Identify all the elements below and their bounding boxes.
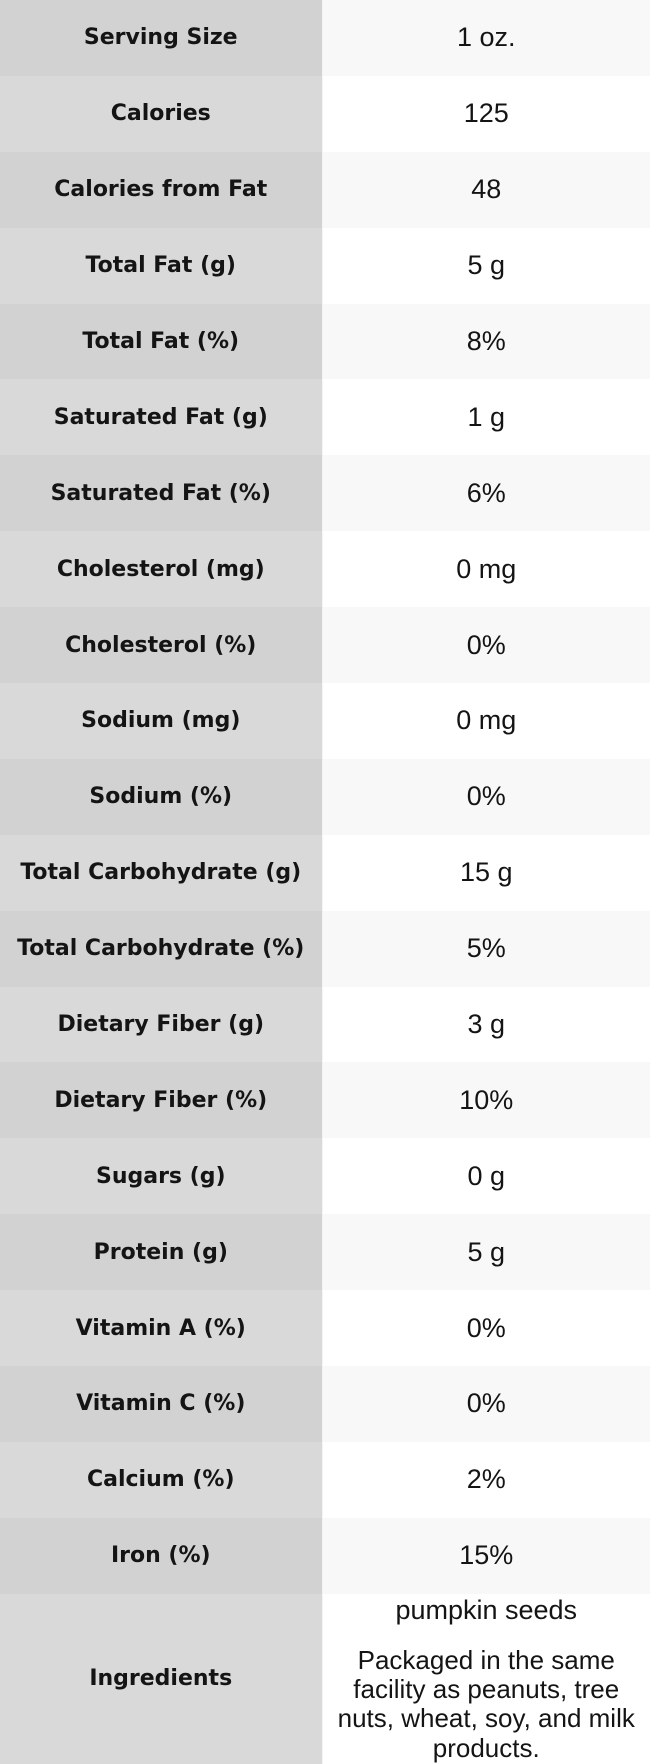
row-cholesterol-mg: Cholesterol (mg) 0 mg: [0, 531, 650, 608]
row-saturated-fat-pct: Saturated Fat (%) 6%: [0, 455, 650, 532]
nutrient-label: Calories: [0, 75, 323, 152]
nutrient-value: 5%: [322, 910, 650, 987]
row-sodium-mg: Sodium (mg) 0 mg: [0, 683, 650, 759]
row-vitamin-c-pct: Vitamin C (%) 0%: [0, 1366, 650, 1442]
row-dietary-fiber-pct: Dietary Fiber (%) 10%: [0, 1062, 650, 1139]
ingredients-value: pumpkin seeds Packaged in the same facil…: [322, 1593, 650, 1764]
row-calories: Calories 125: [0, 75, 650, 152]
nutrient-label: Ingredients: [0, 1593, 323, 1764]
nutrient-value: 0 g: [322, 1138, 650, 1215]
nutrient-value: 0 mg: [322, 531, 650, 608]
row-total-fat-pct: Total Fat (%) 8%: [0, 303, 650, 380]
nutrient-label: Dietary Fiber (g): [0, 986, 323, 1063]
nutrient-label: Cholesterol (%): [0, 607, 323, 684]
nutrient-label: Total Carbohydrate (g): [0, 834, 323, 911]
nutrient-label: Serving Size: [0, 0, 323, 76]
nutrient-label: Vitamin A (%): [0, 1290, 323, 1367]
nutrient-label: Sugars (g): [0, 1138, 323, 1215]
row-saturated-fat-g: Saturated Fat (g) 1 g: [0, 379, 650, 456]
nutrient-value: 0%: [322, 1290, 650, 1367]
nutrient-value: 6%: [322, 455, 650, 532]
nutrient-label: Sodium (%): [0, 758, 323, 835]
nutrient-label: Total Fat (%): [0, 303, 323, 380]
nutrient-value: 15 g: [322, 834, 650, 911]
nutrient-value: 0%: [322, 758, 650, 835]
row-calories-from-fat: Calories from Fat 48: [0, 151, 650, 228]
nutrient-label: Vitamin C (%): [0, 1366, 323, 1442]
row-ingredients: Ingredients pumpkin seeds Packaged in th…: [0, 1593, 650, 1764]
ingredients-primary-text: pumpkin seeds: [395, 1594, 578, 1625]
row-protein-g: Protein (g) 5 g: [0, 1214, 650, 1291]
nutrient-value: 0 mg: [322, 683, 650, 759]
nutrient-value: 0%: [322, 1366, 650, 1442]
nutrient-value: 2%: [322, 1441, 650, 1518]
row-total-carbohydrate-pct: Total Carbohydrate (%) 5%: [0, 910, 650, 987]
row-sugars-g: Sugars (g) 0 g: [0, 1138, 650, 1215]
nutrient-value: 8%: [322, 303, 650, 380]
row-iron-pct: Iron (%) 15%: [0, 1517, 650, 1594]
nutrient-label: Sodium (mg): [0, 683, 323, 759]
row-dietary-fiber-g: Dietary Fiber (g) 3 g: [0, 986, 650, 1063]
nutrient-value: 125: [322, 75, 650, 152]
row-sodium-pct: Sodium (%) 0%: [0, 758, 650, 835]
nutrient-label: Calcium (%): [0, 1441, 323, 1518]
nutrient-label: Saturated Fat (g): [0, 379, 323, 456]
nutrient-label: Iron (%): [0, 1517, 323, 1594]
ingredients-allergen-note: Packaged in the same facility as peanuts…: [337, 1644, 635, 1763]
nutrient-label: Protein (g): [0, 1214, 323, 1291]
nutrient-label: Total Carbohydrate (%): [0, 910, 323, 987]
row-cholesterol-pct: Cholesterol (%) 0%: [0, 607, 650, 684]
row-total-carbohydrate-g: Total Carbohydrate (g) 15 g: [0, 834, 650, 911]
nutrient-label: Total Fat (g): [0, 227, 323, 304]
nutrient-value: 1 g: [322, 379, 650, 456]
nutrient-value: 5 g: [322, 227, 650, 304]
nutrient-label: Calories from Fat: [0, 151, 323, 228]
nutrient-value: 1 oz.: [322, 0, 650, 76]
nutrient-value: 3 g: [322, 986, 650, 1063]
nutrient-value: 5 g: [322, 1214, 650, 1291]
row-serving-size: Serving Size 1 oz.: [0, 0, 650, 76]
nutrient-label: Saturated Fat (%): [0, 455, 323, 532]
row-calcium-pct: Calcium (%) 2%: [0, 1441, 650, 1518]
row-total-fat-g: Total Fat (g) 5 g: [0, 227, 650, 304]
nutrient-label: Cholesterol (mg): [0, 531, 323, 608]
nutrient-value: 48: [322, 151, 650, 228]
nutrient-value: 15%: [322, 1517, 650, 1594]
nutrient-value: 0%: [322, 607, 650, 684]
nutrient-label: Dietary Fiber (%): [0, 1062, 323, 1139]
nutrient-value: 10%: [322, 1062, 650, 1139]
row-vitamin-a-pct: Vitamin A (%) 0%: [0, 1290, 650, 1367]
